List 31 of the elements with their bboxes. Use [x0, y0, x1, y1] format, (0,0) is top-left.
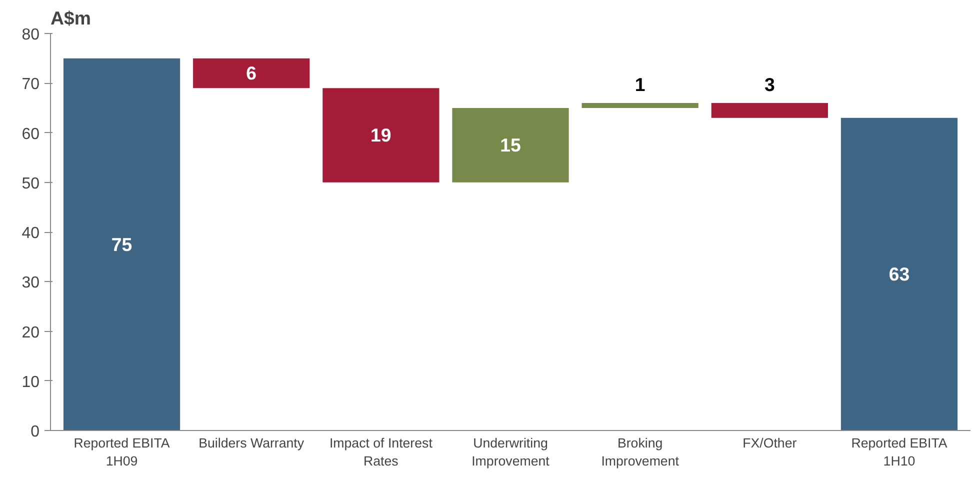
x-tick-label: Reported EBITA 1H10 [851, 436, 948, 468]
bar [452, 108, 569, 182]
y-tick-label: 80 [22, 26, 40, 44]
data-label: 3 [764, 74, 775, 96]
y-tick-label: 0 [30, 424, 40, 440]
y-tick-label: 30 [22, 274, 40, 292]
y-axis-title: A$m [50, 8, 91, 28]
y-tick-label: 40 [22, 225, 40, 242]
y-tick-label: 70 [22, 76, 40, 94]
x-tick-label: Underwriting Improvement [472, 436, 550, 468]
x-tick-label: Builders Warranty [198, 436, 304, 450]
y-tick-label: 20 [22, 324, 40, 342]
x-tick-label: Impact of Interest Rates [329, 436, 433, 468]
data-label: 75 [111, 234, 132, 255]
y-tick-label: 50 [22, 175, 40, 192]
x-tick-label: FX/Other [742, 436, 798, 450]
bar [322, 88, 440, 182]
data-label: 1 [634, 74, 646, 96]
data-label: 15 [500, 134, 521, 156]
bar [582, 102, 698, 108]
y-tick-label: 10 [22, 374, 40, 391]
data-label: 6 [246, 62, 257, 84]
bar [63, 58, 180, 430]
bar [193, 58, 310, 88]
data-label: 19 [370, 124, 392, 146]
x-tick-label: Broking Improvement [601, 436, 680, 468]
bar [711, 102, 828, 118]
data-label: 63 [888, 264, 910, 285]
y-tick-label: 60 [22, 126, 40, 143]
x-tick-label: Reported EBITA 1H09 [74, 436, 170, 468]
bar [840, 118, 958, 430]
